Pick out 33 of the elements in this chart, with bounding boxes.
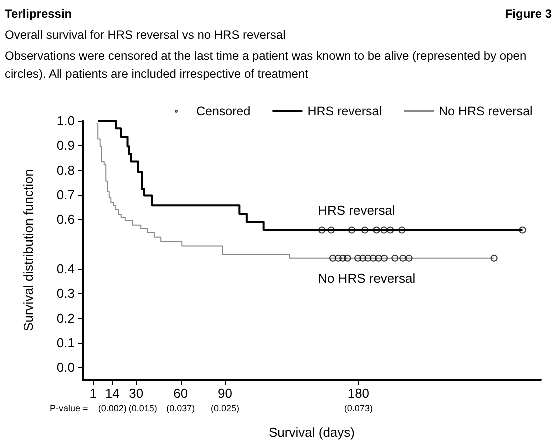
x-tick-label: 60 [174, 386, 188, 401]
y-tick-label: 0.7 [56, 188, 75, 202]
text: P-value = [50, 404, 88, 414]
y-tick-label: 0.8 [56, 162, 75, 178]
legend-label: Censored [196, 104, 251, 118]
y-tick-label: 1.0 [56, 114, 75, 128]
chart-title: Terlipressin [5, 7, 72, 21]
y-tick-label: 0.4 [56, 262, 75, 276]
caption: Figure 3 [505, 7, 552, 21]
legend-label: HRS reversal [308, 104, 382, 118]
chart-subtitle: Overall survival for HRS reversal vs no HRS reversal [5, 28, 286, 42]
text: Observations were censored at the last time a patient was known to be alive (represented by open circles). All patients are included irrespective of treatment [5, 49, 530, 81]
y-tick-label: 0.0 [56, 360, 75, 376]
y-tick-label: 0.6 [56, 212, 75, 228]
x-tick-label: 1 [90, 386, 97, 401]
legend-label: No HRS reversal [439, 104, 533, 118]
y-tick-label: 0.1 [56, 336, 75, 350]
y-tick-label: 0.2 [56, 310, 75, 326]
x-tick-label: 180 [348, 386, 370, 401]
x-tick-label: 90 [218, 386, 233, 401]
text: (0.073) [344, 404, 373, 414]
text: HRS reversal [318, 202, 396, 218]
y-tick-label: 0.9 [56, 138, 75, 154]
y-tick-label: 0.3 [56, 286, 75, 302]
text: (0.015) [128, 404, 158, 414]
text: (0.025) [211, 404, 240, 414]
x-axis-title: Survival (days) [269, 425, 355, 440]
y-axis-title: Survival distribution function [21, 170, 36, 332]
x-tick-label: 30 [129, 386, 144, 401]
text: (0.037) [166, 404, 196, 414]
text: No HRS reversal [318, 270, 416, 286]
x-tick-label: 14 [105, 386, 120, 401]
text: (0.002) [98, 404, 127, 414]
